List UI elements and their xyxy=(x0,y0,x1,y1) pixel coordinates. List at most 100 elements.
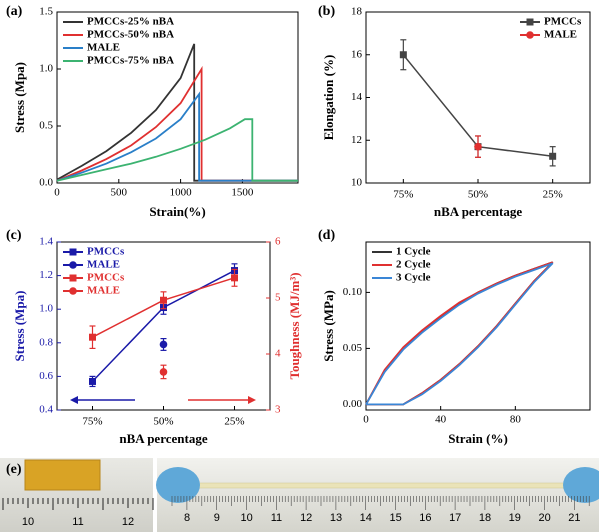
y-tick-label: 0.10 xyxy=(343,286,363,298)
x-tick-label: 40 xyxy=(435,414,447,426)
y-tick-label: 1.5 xyxy=(39,6,53,18)
plot-frame xyxy=(365,241,591,411)
legend-label: MALE xyxy=(87,285,120,297)
x-axis-label: Strain (%) xyxy=(448,431,508,446)
legend-label: MALE xyxy=(87,259,120,271)
y2-tick-label: 6 xyxy=(275,236,281,248)
plot-frame xyxy=(56,11,299,184)
ruler-number: 11 xyxy=(271,512,282,524)
marker xyxy=(69,248,77,256)
panel-label: (c) xyxy=(6,228,22,243)
y-tick-label: 1.0 xyxy=(39,63,53,75)
y-tick-label: 1.2 xyxy=(39,269,53,281)
y-tick-label: 1.0 xyxy=(39,303,53,315)
x-tick-label: 25% xyxy=(224,416,244,428)
marker xyxy=(69,287,77,295)
x-tick-label: 1500 xyxy=(231,187,254,199)
x-tick-label: 0 xyxy=(363,414,369,426)
marker xyxy=(526,31,534,39)
legend-label: PMCCs xyxy=(544,16,582,28)
ruler-number: 18 xyxy=(479,512,491,524)
series-line xyxy=(365,261,554,406)
x-axis-label: nBA percentage xyxy=(434,204,522,219)
series-line xyxy=(56,65,298,182)
y2-axis-label: Toughness (MJ/m³) xyxy=(287,272,302,379)
marker xyxy=(549,152,557,160)
ruler-number: 20 xyxy=(538,512,550,524)
arrows xyxy=(70,396,256,404)
y-axis-label: Stress (Mpa) xyxy=(12,62,27,133)
ruler-number: 10 xyxy=(22,516,34,528)
x-tick-label: 1000 xyxy=(170,187,193,199)
y-tick-label: 0.8 xyxy=(39,336,53,348)
ruler-number: 14 xyxy=(360,512,372,524)
x-tick-label: 50% xyxy=(468,189,488,201)
marker xyxy=(69,274,77,282)
y-tick-label: 0.00 xyxy=(343,398,363,410)
ruler-number: 11 xyxy=(72,516,83,528)
photo-right xyxy=(156,458,599,532)
y-axis-label: Stress (Mpa) xyxy=(12,291,27,362)
y-tick-label: 0.05 xyxy=(343,342,363,354)
panel-label: (a) xyxy=(6,4,23,19)
series-line xyxy=(56,43,298,182)
legend-label: PMCCs-25% nBA xyxy=(87,16,174,28)
marker xyxy=(399,51,407,59)
ruler-number: 16 xyxy=(419,512,431,524)
y-axis-label: Stress (MPa) xyxy=(321,290,336,362)
panel-label: (b) xyxy=(318,4,335,19)
y2-tick-label: 3 xyxy=(275,404,281,416)
ruler-number: 9 xyxy=(214,512,220,524)
y-tick-label: 10 xyxy=(351,177,363,189)
ruler-number: 19 xyxy=(509,512,521,524)
x-tick-label: 75% xyxy=(393,189,413,201)
series-line xyxy=(365,261,554,406)
marker xyxy=(160,296,167,304)
y-tick-label: 12 xyxy=(351,134,362,146)
ruler-number: 8 xyxy=(184,512,190,524)
x-tick-label: 500 xyxy=(111,187,128,199)
legend-label: 1 Cycle xyxy=(396,246,431,258)
y2-tick-label: 5 xyxy=(275,292,281,304)
ruler-number: 13 xyxy=(330,512,342,524)
ruler-number: 17 xyxy=(449,512,461,524)
marker xyxy=(89,377,96,385)
panel-label: (d) xyxy=(318,228,335,243)
ruler-number: 21 xyxy=(568,512,580,524)
marker xyxy=(69,261,77,269)
y-tick-label: 0.5 xyxy=(39,120,53,132)
ruler-number: 15 xyxy=(389,512,401,524)
y-axis-label: Elongation (%) xyxy=(321,55,336,141)
series-line xyxy=(365,262,554,406)
legend-label: MALE xyxy=(544,29,577,41)
series-line xyxy=(56,91,298,182)
marker xyxy=(159,368,168,376)
ruler-number: 10 xyxy=(240,512,252,524)
legend-label: PMCCs-50% nBA xyxy=(87,29,174,41)
marker xyxy=(231,274,238,282)
y-tick-label: 0.6 xyxy=(39,370,53,382)
x-tick-label: 50% xyxy=(153,416,173,428)
legend-label: MALE xyxy=(87,42,120,54)
y-tick-label: 0.0 xyxy=(39,177,53,189)
panel-label: (e) xyxy=(6,462,22,477)
series-line xyxy=(56,118,298,182)
y-tick-label: 18 xyxy=(351,6,363,18)
marker xyxy=(526,18,534,26)
y2-tick-label: 4 xyxy=(275,348,281,360)
photo-left xyxy=(0,458,153,532)
x-tick-label: 80 xyxy=(510,414,522,426)
legend-label: 2 Cycle xyxy=(396,259,431,271)
x-tick-label: 75% xyxy=(82,416,102,428)
ruler-number: 12 xyxy=(122,516,134,528)
legend-label: PMCCs xyxy=(87,246,125,258)
marker xyxy=(159,340,168,349)
legend-label: 3 Cycle xyxy=(396,272,431,284)
marker xyxy=(89,333,96,341)
x-tick-label: 0 xyxy=(54,187,60,199)
x-axis-label: nBA percentage xyxy=(119,431,207,446)
legend-label: PMCCs-75% nBA xyxy=(87,55,174,67)
marker xyxy=(474,142,482,151)
x-tick-label: 25% xyxy=(543,189,563,201)
